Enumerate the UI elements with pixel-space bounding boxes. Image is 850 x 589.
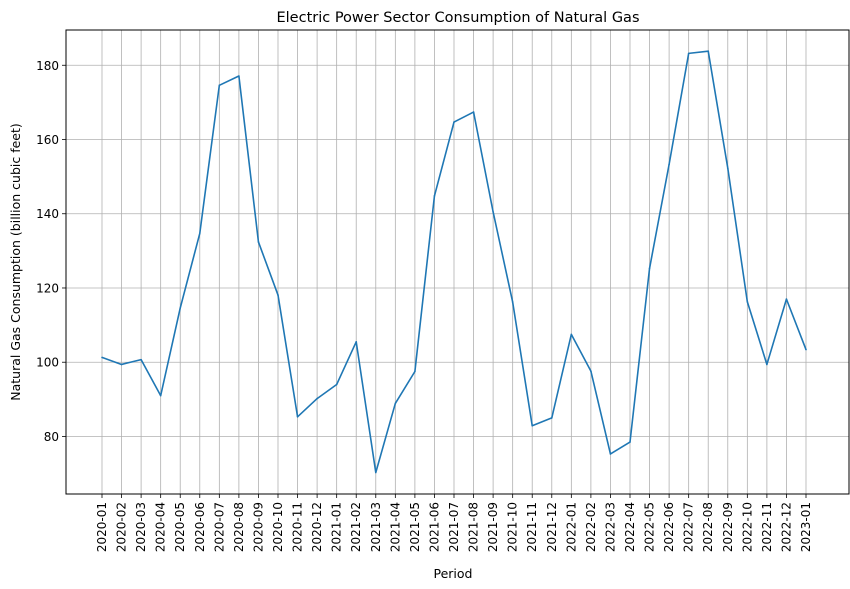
x-tick-label: 2021-10 xyxy=(506,502,520,552)
data-point xyxy=(609,453,612,455)
data-point xyxy=(492,211,494,213)
x-tick-label: 2020-04 xyxy=(154,502,168,552)
x-tick-label: 2020-12 xyxy=(310,502,324,552)
data-point xyxy=(179,307,182,309)
x-tick-label: 2021-04 xyxy=(388,502,402,552)
x-tick-label: 2021-05 xyxy=(408,502,422,552)
x-tick-label: 2022-03 xyxy=(603,502,617,552)
x-tick-label: 2022-01 xyxy=(564,502,578,552)
x-tick-label: 2020-05 xyxy=(173,502,187,552)
y-tick-label: 120 xyxy=(36,281,59,295)
data-point xyxy=(648,267,651,270)
x-tick-label: 2020-09 xyxy=(251,502,265,552)
data-point xyxy=(590,370,592,372)
data-point xyxy=(531,424,534,427)
x-tick-label: 2021-08 xyxy=(467,502,481,552)
x-tick-label: 2022-08 xyxy=(701,502,715,552)
x-tick-label: 2021-07 xyxy=(447,502,461,552)
data-point xyxy=(394,402,397,405)
data-point xyxy=(296,415,299,418)
y-tick-label: 160 xyxy=(36,133,59,147)
y-tick-label: 140 xyxy=(36,207,59,221)
x-tick-label: 2020-03 xyxy=(134,502,148,552)
x-tick-label: 2022-06 xyxy=(662,502,676,552)
data-point xyxy=(805,348,807,351)
data-point xyxy=(238,75,240,77)
x-tick-label: 2021-09 xyxy=(486,502,500,552)
x-tick-label: 2020-10 xyxy=(271,502,285,552)
x-axis-label: Period xyxy=(434,566,473,581)
data-point xyxy=(785,298,788,300)
y-tick-label: 180 xyxy=(36,59,59,73)
chart-title: Electric Power Sector Consumption of Nat… xyxy=(276,10,639,26)
x-tick-label: 2022-02 xyxy=(584,502,598,552)
data-point xyxy=(316,397,318,400)
data-point xyxy=(707,50,710,52)
x-tick-label: 2020-08 xyxy=(232,502,246,552)
x-tick-label: 2022-09 xyxy=(721,502,735,552)
data-point xyxy=(511,301,514,303)
x-tick-label: 2023-01 xyxy=(799,502,813,552)
x-tick-label: 2020-11 xyxy=(291,502,305,552)
data-point xyxy=(257,241,260,243)
data-point xyxy=(120,363,123,366)
data-point xyxy=(277,294,279,296)
data-point xyxy=(472,111,475,113)
data-point xyxy=(766,363,768,366)
data-point xyxy=(101,356,103,359)
y-axis: 80 100 120 140 160 180 xyxy=(36,59,66,444)
data-point xyxy=(159,394,162,397)
y-axis-label: Natural Gas Consumption (billion cubic f… xyxy=(8,123,23,401)
x-tick-label: 2022-11 xyxy=(760,502,774,552)
series-layer xyxy=(101,50,807,474)
x-tick-label: 2022-10 xyxy=(740,502,754,552)
data-point xyxy=(414,370,416,373)
data-point xyxy=(629,441,631,443)
x-tick-label: 2021-11 xyxy=(525,502,539,552)
data-point xyxy=(140,358,142,361)
x-tick-label: 2020-02 xyxy=(115,502,129,552)
x-tick-label: 2022-05 xyxy=(643,502,657,552)
data-point xyxy=(374,471,377,474)
x-tick-label: 2021-01 xyxy=(330,502,344,552)
x-tick-label: 2021-03 xyxy=(369,502,383,552)
x-tick-label: 2021-12 xyxy=(545,502,559,552)
y-tick-label: 80 xyxy=(44,430,59,444)
x-tick-label: 2020-07 xyxy=(212,502,226,552)
data-point xyxy=(433,195,436,197)
x-tick-label: 2022-07 xyxy=(682,502,696,552)
data-point xyxy=(570,333,573,336)
x-tick-label: 2021-02 xyxy=(349,502,363,552)
data-point xyxy=(335,383,338,386)
x-tick-label: 2020-01 xyxy=(95,502,109,552)
data-point xyxy=(355,341,358,343)
y-tick-label: 100 xyxy=(36,356,59,370)
x-tick-label: 2022-12 xyxy=(779,502,793,552)
x-tick-label: 2021-06 xyxy=(427,502,441,552)
data-point xyxy=(687,52,690,55)
data-point xyxy=(550,417,553,419)
grid xyxy=(66,30,849,494)
data-point xyxy=(668,163,670,166)
data-point xyxy=(218,84,221,87)
data-point xyxy=(746,300,749,303)
x-axis: 2020-01 2020-02 2020-03 2020-04 2020-05 2020-… xyxy=(95,494,813,552)
x-tick-label: 2022-04 xyxy=(623,502,637,552)
plot-frame xyxy=(65,29,850,495)
data-point xyxy=(726,167,729,169)
data-point xyxy=(453,121,455,123)
data-point xyxy=(198,232,201,235)
x-tick-label: 2020-06 xyxy=(193,502,207,552)
